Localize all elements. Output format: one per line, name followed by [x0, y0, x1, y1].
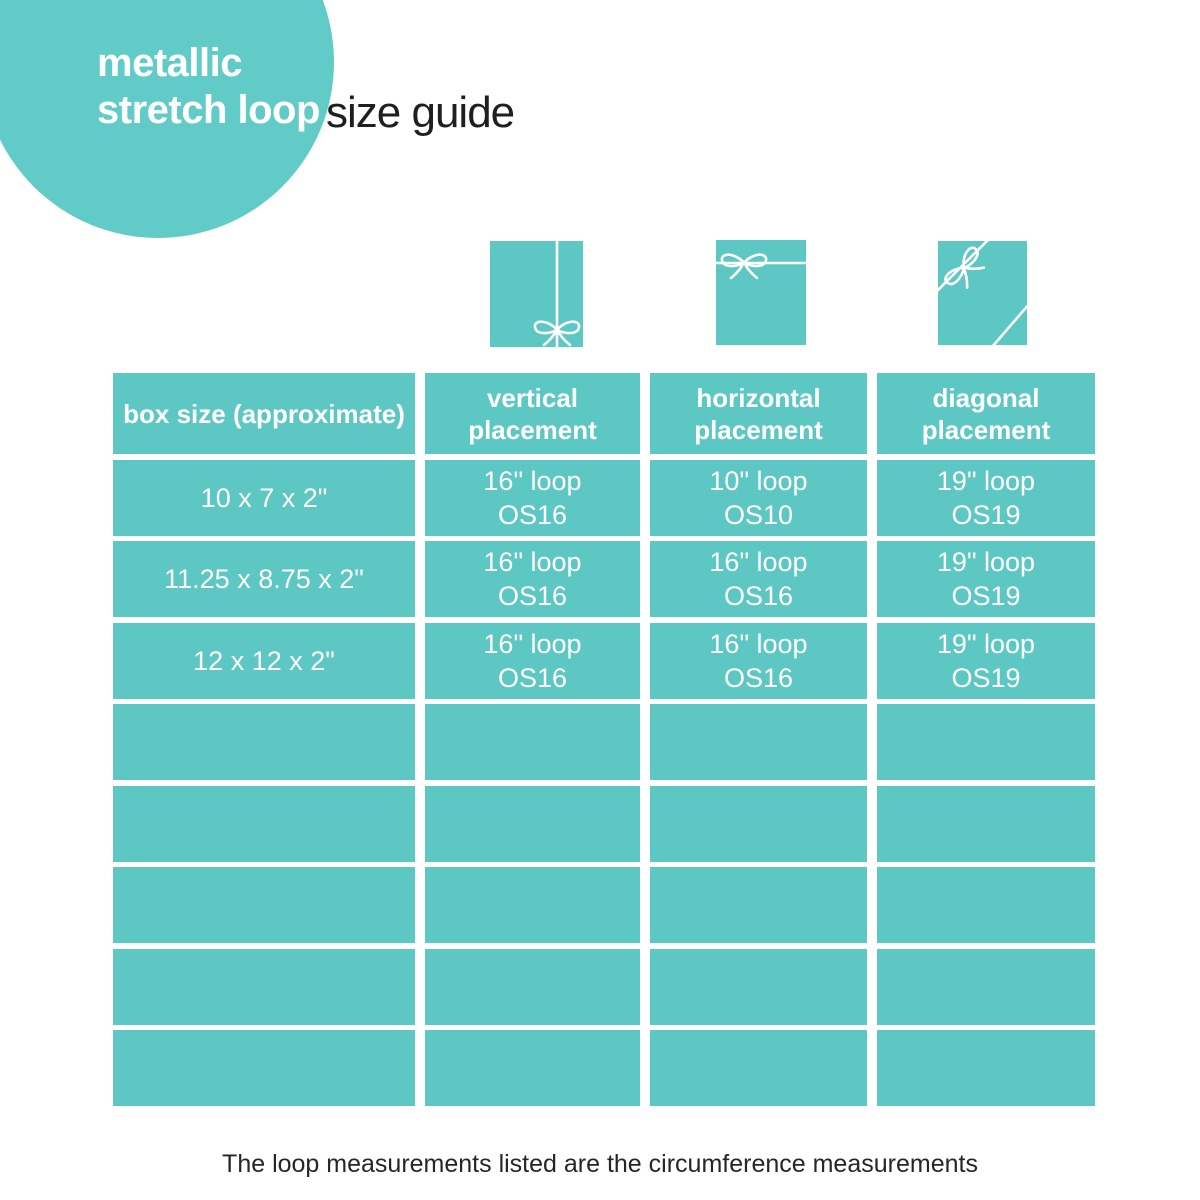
header-diagonal-placement: diagonal placement: [877, 373, 1095, 454]
header-vertical-placement: vertical placement: [425, 373, 640, 454]
empty-cell: [877, 867, 1095, 943]
gift-box-vertical-ribbon-icon: [490, 241, 583, 347]
cell-diagonal-loop: 19" loop OS19: [877, 541, 1095, 617]
gift-box-diagonal-ribbon-icon: [938, 241, 1027, 345]
cell-box-size: 10 x 7 x 2": [113, 459, 415, 536]
page-title-suffix: size guide: [326, 88, 515, 137]
empty-cell: [650, 1030, 867, 1106]
empty-cell: [425, 704, 640, 780]
size-table: box size (approximate) vertical placemen…: [113, 373, 1095, 1106]
empty-cell: [425, 785, 640, 862]
empty-cell: [425, 1030, 640, 1106]
cell-vertical-loop: 16" loop OS16: [425, 622, 640, 699]
header-box-size: box size (approximate): [113, 373, 415, 454]
cell-vertical-loop: 16" loop OS16: [425, 459, 640, 536]
brand-title-line2: stretch loop: [97, 88, 320, 132]
empty-cell: [113, 867, 415, 943]
empty-cell: [877, 1030, 1095, 1106]
empty-cell: [877, 704, 1095, 780]
cell-box-size: 11.25 x 8.75 x 2": [113, 541, 415, 617]
brand-title: metallic stretch loop: [97, 40, 320, 134]
empty-cell: [113, 1030, 415, 1106]
empty-cell: [650, 867, 867, 943]
footer-note: The loop measurements listed are the cir…: [222, 1150, 978, 1178]
gift-box-horizontal-ribbon-icon: [716, 240, 806, 345]
header-horizontal-placement: horizontal placement: [650, 373, 867, 454]
cell-horizontal-loop: 16" loop OS16: [650, 622, 867, 699]
cell-horizontal-loop: 16" loop OS16: [650, 541, 867, 617]
empty-cell: [113, 785, 415, 862]
empty-cell: [425, 948, 640, 1025]
empty-cell: [877, 785, 1095, 862]
cell-diagonal-loop: 19" loop OS19: [877, 459, 1095, 536]
empty-cell: [650, 948, 867, 1025]
cell-diagonal-loop: 19" loop OS19: [877, 622, 1095, 699]
empty-cell: [650, 785, 867, 862]
cell-box-size: 12 x 12 x 2": [113, 622, 415, 699]
empty-cell: [113, 948, 415, 1025]
cell-horizontal-loop: 10" loop OS10: [650, 459, 867, 536]
empty-cell: [425, 867, 640, 943]
cell-vertical-loop: 16" loop OS16: [425, 541, 640, 617]
empty-cell: [650, 704, 867, 780]
brand-title-line1: metallic: [97, 41, 242, 85]
empty-cell: [877, 948, 1095, 1025]
empty-cell: [113, 704, 415, 780]
